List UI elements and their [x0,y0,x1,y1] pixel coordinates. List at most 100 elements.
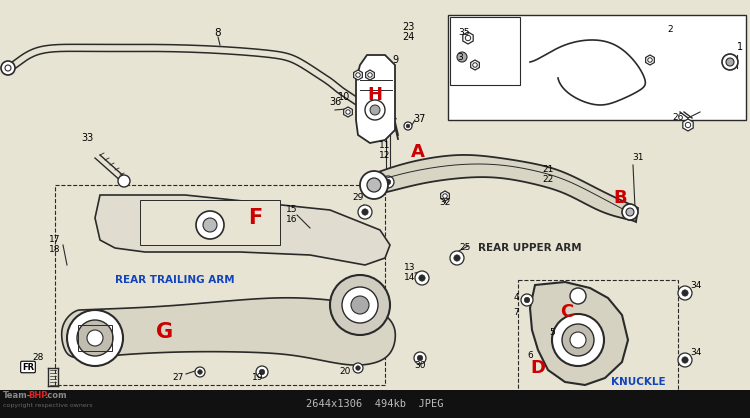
Polygon shape [344,107,352,117]
Text: 3: 3 [457,53,463,62]
Circle shape [382,176,394,188]
Circle shape [77,320,113,356]
Text: 36: 36 [328,97,341,107]
Text: 10: 10 [338,92,350,102]
Circle shape [370,105,380,115]
Circle shape [678,353,692,367]
Circle shape [570,288,586,304]
Polygon shape [354,70,362,80]
Text: 32: 32 [440,198,451,207]
Text: 8: 8 [214,28,221,38]
Text: 21: 21 [542,165,554,174]
Text: D: D [530,359,545,377]
Text: 22: 22 [542,175,554,184]
Text: 20: 20 [339,367,351,377]
Text: 4: 4 [513,293,519,302]
Text: 28: 28 [32,354,44,362]
Text: 19: 19 [252,374,264,382]
Bar [78,325,112,351]
Text: F: F [248,208,262,228]
Text: 1: 1 [737,42,743,52]
Text: KNUCKLE: KNUCKLE [610,377,665,387]
Text: 15: 15 [286,206,298,214]
Polygon shape [471,60,479,70]
Circle shape [365,100,385,120]
Text: G: G [157,322,173,342]
Circle shape [386,179,391,185]
Text: 33: 33 [81,133,93,143]
Text: 9: 9 [392,55,398,65]
Text: 12: 12 [380,151,391,160]
Circle shape [1,61,15,75]
Circle shape [360,171,388,199]
Circle shape [342,287,378,323]
Circle shape [198,370,202,374]
Text: .com: .com [44,390,67,400]
Text: BHP: BHP [28,390,47,400]
Circle shape [686,122,691,128]
Circle shape [367,178,381,192]
Text: 2644x1306  494kb  JPEG: 2644x1306 494kb JPEG [306,399,444,409]
Text: 5: 5 [549,328,555,337]
Text: 14: 14 [404,273,416,282]
Text: H: H [368,86,382,104]
Circle shape [521,294,533,306]
Text: 16: 16 [286,216,298,224]
Circle shape [472,63,477,67]
Circle shape [562,324,594,356]
Circle shape [722,54,738,70]
Polygon shape [646,55,654,65]
Polygon shape [356,55,395,143]
Circle shape [358,205,372,219]
Text: 2: 2 [668,25,673,34]
Text: 17: 17 [50,235,61,245]
Circle shape [419,275,425,281]
Text: REAR TRAILING ARM: REAR TRAILING ARM [116,275,235,285]
Text: 26: 26 [672,113,684,122]
Polygon shape [441,191,449,201]
Text: 25: 25 [459,243,471,252]
Text: C: C [560,303,574,321]
Text: 23: 23 [402,22,414,32]
Polygon shape [370,155,638,222]
Circle shape [524,297,530,303]
Circle shape [87,330,103,346]
Text: 34: 34 [690,348,702,357]
Text: 37: 37 [414,114,426,124]
Circle shape [351,296,369,314]
Circle shape [196,211,224,239]
Circle shape [414,352,426,364]
Circle shape [457,52,467,62]
Circle shape [465,35,471,41]
Text: 7: 7 [513,308,519,317]
Text: 34: 34 [690,281,702,290]
Circle shape [682,290,688,296]
Circle shape [570,332,586,348]
Circle shape [260,369,265,375]
Text: Team-: Team- [3,390,32,400]
Bar [450,17,520,85]
Circle shape [622,204,638,220]
Bar [55,185,385,385]
Circle shape [356,366,360,370]
Text: 29: 29 [352,193,364,202]
Circle shape [417,355,423,361]
Text: 6: 6 [527,351,532,360]
Text: 30: 30 [414,360,426,370]
Circle shape [682,357,688,363]
Text: copyright respective owners: copyright respective owners [3,403,93,408]
Circle shape [67,310,123,366]
Circle shape [450,251,464,265]
Text: A: A [411,143,425,161]
Circle shape [356,73,360,77]
Circle shape [330,275,390,335]
Circle shape [406,124,410,128]
Circle shape [195,367,205,377]
Circle shape [346,110,350,114]
Circle shape [626,208,634,216]
Text: FR: FR [22,362,34,372]
Circle shape [552,314,604,366]
Text: 35: 35 [458,28,470,37]
Text: 31: 31 [632,153,644,162]
Circle shape [353,363,363,373]
